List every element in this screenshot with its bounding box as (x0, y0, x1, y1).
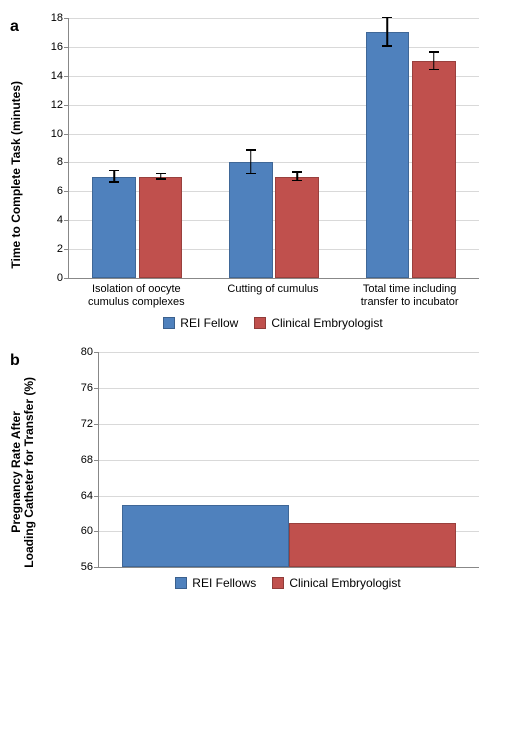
x-category-label: Total time includingtransfer to incubato… (341, 283, 478, 308)
legend-label: REI Fellows (192, 576, 256, 590)
bar (412, 61, 456, 278)
bar (289, 523, 456, 568)
plot-area: 024681012141618 (68, 18, 479, 279)
y-tick: 76 (81, 382, 99, 394)
panel-a: a Time to Complete Task (minutes)0246810… (10, 18, 510, 332)
legend-swatch (175, 577, 187, 589)
legend-swatch (272, 577, 284, 589)
legend-item: Clinical Embryologist (272, 576, 400, 590)
bar (229, 162, 273, 278)
legend: REI Fellows Clinical Embryologist (98, 576, 478, 592)
panel-b: b Pregnancy Rate AfterLoading Catheter f… (10, 352, 510, 592)
y-tick: 68 (81, 454, 99, 466)
legend-swatch (254, 317, 266, 329)
legend-item: REI Fellows (175, 576, 256, 590)
legend-item: REI Fellow (163, 316, 238, 330)
y-axis-label: Time to Complete Task (minutes) (10, 81, 23, 269)
y-tick: 18 (51, 12, 69, 24)
y-tick: 10 (51, 128, 69, 140)
y-tick: 60 (81, 525, 99, 537)
y-tick: 0 (57, 272, 69, 284)
y-tick: 6 (57, 185, 69, 197)
y-tick: 12 (51, 99, 69, 111)
y-tick: 80 (81, 346, 99, 358)
y-tick: 2 (57, 243, 69, 255)
legend-item: Clinical Embryologist (254, 316, 382, 330)
bar (139, 177, 183, 278)
y-tick: 56 (81, 561, 99, 573)
chart-a: Time to Complete Task (minutes)024681012… (10, 18, 510, 332)
y-tick: 4 (57, 214, 69, 226)
x-category-label: Cutting of cumulus (205, 283, 342, 308)
bar (92, 177, 136, 278)
x-category-label: Isolation of oocytecumulus complexes (68, 283, 205, 308)
y-tick: 72 (81, 418, 99, 430)
y-tick: 16 (51, 41, 69, 53)
y-tick: 14 (51, 70, 69, 82)
y-axis-label: Pregnancy Rate AfterLoading Catheter for… (10, 377, 36, 568)
bar (122, 505, 289, 568)
panel-b-label: b (10, 352, 20, 370)
bar (275, 177, 319, 278)
bar (366, 32, 410, 278)
plot-area: 56606468727680 (98, 352, 479, 568)
chart-b: Pregnancy Rate AfterLoading Catheter for… (10, 352, 510, 592)
legend-label: Clinical Embryologist (271, 316, 382, 330)
legend-label: Clinical Embryologist (289, 576, 400, 590)
y-tick: 8 (57, 156, 69, 168)
y-tick: 64 (81, 490, 99, 502)
legend-swatch (163, 317, 175, 329)
panel-a-label: a (10, 18, 19, 36)
legend: REI Fellow Clinical Embryologist (68, 316, 478, 332)
legend-label: REI Fellow (180, 316, 238, 330)
